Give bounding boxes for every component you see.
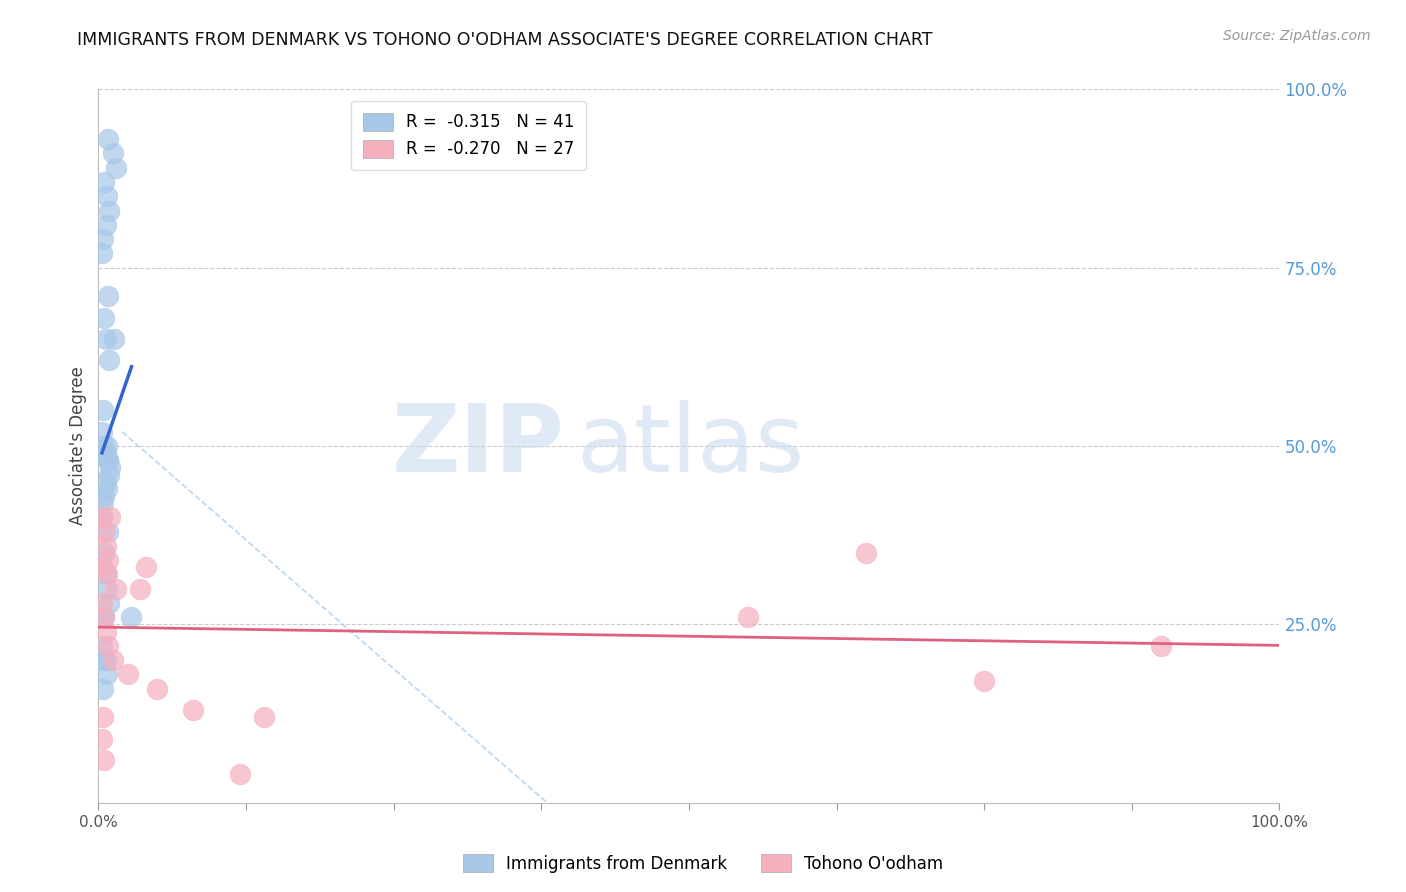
Point	[98, 596, 121, 610]
Point	[97, 524, 120, 539]
Point	[253, 710, 276, 724]
Point	[93, 524, 115, 539]
Point	[91, 710, 114, 724]
Point	[94, 218, 117, 232]
Text: IMMIGRANTS FROM DENMARK VS TOHONO O'ODHAM ASSOCIATE'S DEGREE CORRELATION CHART: IMMIGRANTS FROM DENMARK VS TOHONO O'ODHA…	[77, 31, 932, 49]
Point	[96, 567, 118, 582]
Point	[93, 546, 115, 560]
Point	[93, 175, 115, 189]
Point	[91, 731, 114, 746]
Point	[229, 767, 252, 781]
Point	[973, 674, 995, 689]
Point	[91, 232, 114, 246]
Point	[135, 560, 157, 574]
Point	[105, 161, 128, 175]
Point	[91, 560, 114, 574]
Point	[91, 596, 114, 610]
Point	[98, 460, 121, 475]
Point	[101, 653, 124, 667]
Point	[98, 353, 121, 368]
Point	[94, 653, 117, 667]
Legend: Immigrants from Denmark, Tohono O'odham: Immigrants from Denmark, Tohono O'odham	[456, 847, 950, 880]
Point	[93, 610, 115, 624]
Point	[97, 453, 120, 467]
Point	[91, 403, 114, 417]
Point	[128, 582, 150, 596]
Point	[96, 482, 118, 496]
Point	[91, 246, 114, 260]
Point	[737, 610, 759, 624]
Text: ZIP: ZIP	[392, 400, 565, 492]
Point	[91, 496, 114, 510]
Point	[97, 132, 120, 146]
Point	[93, 439, 115, 453]
Point	[91, 510, 114, 524]
Y-axis label: Associate's Degree: Associate's Degree	[69, 367, 87, 525]
Point	[97, 639, 120, 653]
Point	[121, 610, 143, 624]
Point	[1150, 639, 1173, 653]
Point	[91, 681, 114, 696]
Point	[117, 667, 139, 681]
Point	[93, 489, 115, 503]
Point	[97, 553, 120, 567]
Point	[93, 310, 115, 325]
Point	[94, 567, 117, 582]
Point	[91, 510, 114, 524]
Point	[98, 467, 121, 482]
Point	[101, 146, 124, 161]
Point	[91, 425, 114, 439]
Text: Source: ZipAtlas.com: Source: ZipAtlas.com	[1223, 29, 1371, 43]
Point	[94, 624, 117, 639]
Point	[97, 289, 120, 303]
Point	[96, 439, 118, 453]
Point	[96, 582, 118, 596]
Point	[93, 753, 115, 767]
Point	[103, 332, 125, 346]
Point	[94, 475, 117, 489]
Point	[94, 539, 117, 553]
Point	[855, 546, 877, 560]
Point	[91, 639, 114, 653]
Legend: R =  -0.315   N = 41, R =  -0.270   N = 27: R = -0.315 N = 41, R = -0.270 N = 27	[352, 101, 586, 170]
Point	[181, 703, 204, 717]
Point	[91, 610, 114, 624]
Point	[93, 653, 115, 667]
Point	[96, 667, 118, 681]
Point	[97, 453, 120, 467]
Text: atlas: atlas	[576, 400, 806, 492]
Point	[98, 510, 121, 524]
Point	[98, 203, 121, 218]
Point	[105, 582, 128, 596]
Point	[94, 332, 117, 346]
Point	[93, 610, 115, 624]
Point	[146, 681, 169, 696]
Point	[96, 189, 118, 203]
Point	[94, 446, 117, 460]
